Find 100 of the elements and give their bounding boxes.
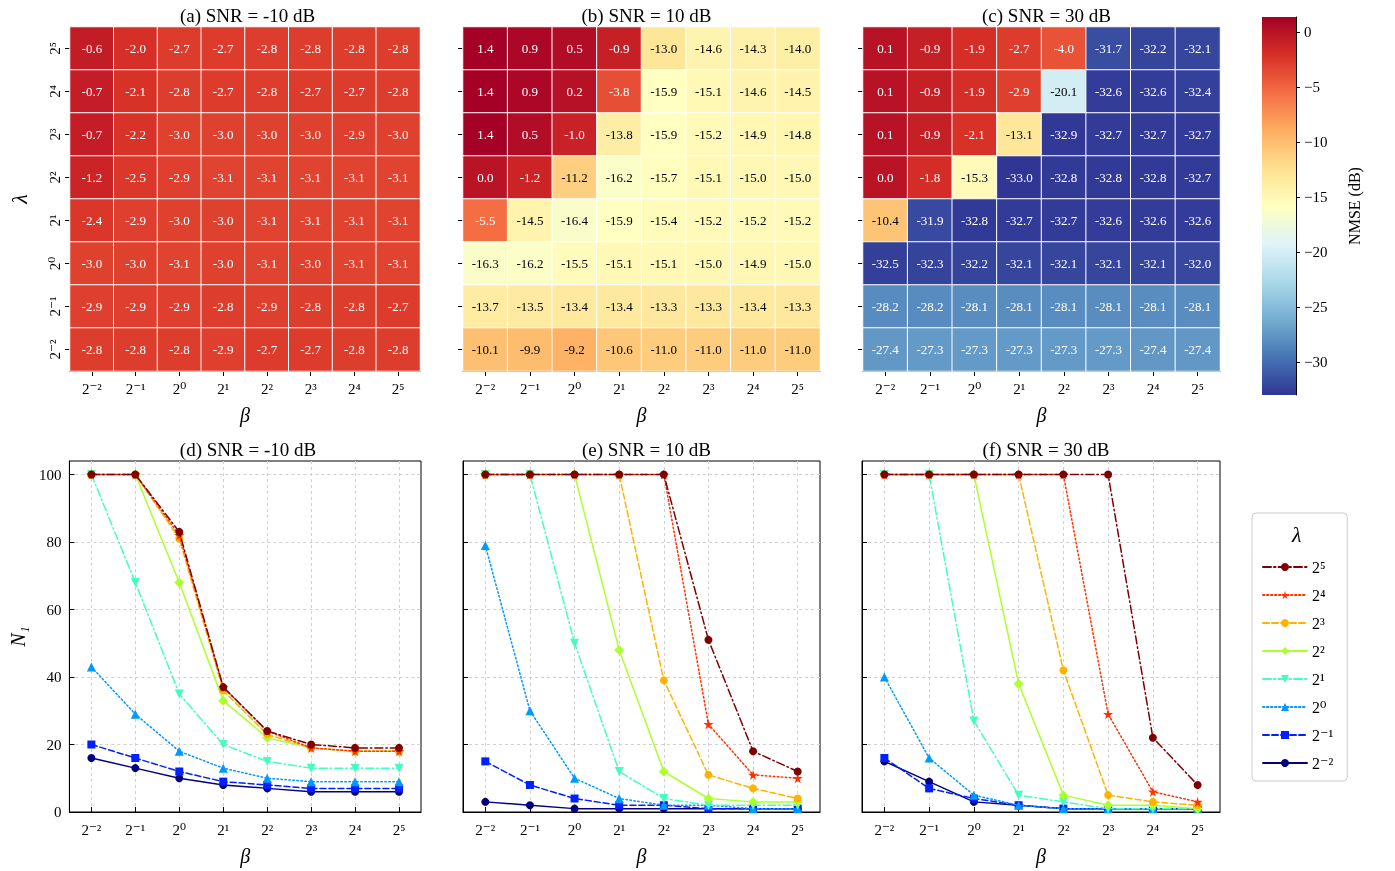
data-label: -10.1 — [471, 342, 499, 357]
data-label: -28.1 — [1094, 299, 1122, 314]
data-label: -13.7 — [471, 299, 500, 314]
y-tick-label: 2³ — [46, 128, 63, 141]
data-label: -2.1 — [125, 84, 146, 99]
data-label: -0.9 — [919, 127, 941, 142]
data-label: -11.0 — [784, 342, 811, 357]
data-label: -13.3 — [694, 299, 722, 314]
data-label: -32.9 — [1050, 127, 1078, 142]
data-label: -15.7 — [650, 170, 678, 185]
data-label: -27.3 — [1094, 342, 1122, 357]
x-tick-label: 2⁻¹ — [919, 380, 940, 397]
legend-label: 2⁻² — [1312, 754, 1334, 772]
data-label: -32.7 — [1139, 127, 1168, 142]
data-label: -3.1 — [212, 170, 234, 185]
data-label: -28.1 — [1050, 299, 1078, 314]
data-label: -5.5 — [475, 213, 496, 228]
data-label: -14.5 — [516, 213, 544, 228]
data-label: -2.5 — [125, 170, 146, 185]
data-label: -32.8 — [961, 213, 989, 228]
data-label: -32.6 — [1139, 84, 1168, 99]
chart-title: (d) SNR = -10 dB — [179, 439, 317, 461]
data-label: -10.6 — [605, 342, 634, 357]
data-label: -2.0 — [125, 41, 146, 56]
x-tick-label: 2⁻² — [475, 821, 496, 838]
data-label: 1.4 — [477, 41, 494, 56]
data-label: -2.7 — [1008, 41, 1030, 56]
y-tick-label: 2⁻² — [46, 339, 63, 360]
data-label: -32.1 — [1139, 256, 1167, 271]
x-tick-label: 2¹ — [217, 821, 230, 838]
data-label: -14.8 — [784, 127, 812, 142]
data-label: -14.5 — [784, 84, 812, 99]
y-tick-label: 2⁻¹ — [46, 296, 63, 317]
data-label: -32.7 — [1184, 127, 1212, 142]
data-label: -2.8 — [344, 342, 365, 357]
data-label: -32.6 — [1094, 213, 1123, 228]
data-label: -15.5 — [561, 256, 589, 271]
data-label: -2.8 — [344, 41, 365, 56]
x-tick-label: 2⁻² — [81, 821, 102, 838]
data-label: -11.0 — [695, 342, 722, 357]
data-label: -2.8 — [81, 342, 103, 357]
data-label: -9.2 — [564, 342, 585, 357]
data-label: -2.8 — [212, 299, 234, 314]
data-label: -2.9 — [1008, 84, 1030, 99]
data-label: -13.0 — [650, 41, 678, 56]
y-axis-title: N₁ — [7, 626, 29, 648]
data-label: -14.6 — [739, 84, 768, 99]
color-bar-title: NMSE (dB) — [1345, 167, 1364, 245]
x-tick-label: 2³ — [305, 821, 318, 838]
data-label: -2.8 — [344, 299, 365, 314]
y-axis-title: λ — [6, 194, 32, 205]
x-axis-title: β — [1035, 845, 1047, 868]
data-label: -27.4 — [871, 342, 900, 357]
data-label: 0.0 — [877, 170, 894, 185]
data-label: -2.7 — [387, 299, 409, 314]
data-label: -3.1 — [344, 170, 365, 185]
data-label: -28.2 — [871, 299, 899, 314]
legend-label: 2² — [1312, 642, 1325, 660]
data-label: -15.1 — [650, 256, 678, 271]
data-label: -3.1 — [387, 213, 409, 228]
y-tick-label: 60 — [46, 601, 62, 618]
x-tick-label: 2² — [1057, 380, 1071, 397]
x-tick-label: 2⁵ — [392, 821, 406, 838]
x-tick-label: 2¹ — [1012, 821, 1025, 838]
data-label: -32.1 — [1050, 256, 1078, 271]
data-label: -2.8 — [387, 84, 409, 99]
data-label: -2.8 — [300, 41, 321, 56]
data-label: -32.6 — [1094, 84, 1123, 99]
x-tick-label: 2⁴ — [1146, 821, 1160, 838]
data-label: -15.3 — [961, 170, 989, 185]
x-tick-label: 2¹ — [1013, 380, 1026, 397]
x-tick-label: 2³ — [304, 380, 318, 397]
data-label: -3.1 — [387, 170, 409, 185]
data-label: -16.2 — [516, 256, 544, 271]
data-label: 0.2 — [566, 84, 583, 99]
data-label: -32.2 — [1139, 41, 1167, 56]
x-tick-label: 2³ — [1102, 821, 1115, 838]
data-label: -11.0 — [739, 342, 767, 357]
data-label: -28.2 — [916, 299, 944, 314]
data-label: -3.1 — [344, 256, 365, 271]
data-label: -3.0 — [212, 256, 234, 271]
data-label: -15.2 — [694, 213, 722, 228]
data-label: -31.9 — [916, 213, 944, 228]
data-label: -13.8 — [605, 127, 633, 142]
data-label: -2.8 — [387, 342, 409, 357]
data-label: -3.0 — [256, 127, 278, 142]
data-label: -32.7 — [1094, 127, 1123, 142]
data-label: -14.9 — [739, 127, 767, 142]
data-label: -27.3 — [961, 342, 989, 357]
data-label: -15.2 — [739, 213, 767, 228]
data-label: -11.0 — [650, 342, 678, 357]
data-label: -1.0 — [564, 127, 585, 142]
data-label: -2.4 — [81, 213, 103, 228]
data-label: -15.4 — [650, 213, 678, 228]
data-label: -32.8 — [1094, 170, 1122, 185]
x-tick-label: 2³ — [702, 380, 715, 397]
data-label: -1.2 — [519, 170, 541, 185]
data-label: -32.8 — [1050, 170, 1078, 185]
data-label: -32.7 — [1050, 213, 1078, 228]
x-tick-label: 2⁻¹ — [519, 821, 540, 838]
